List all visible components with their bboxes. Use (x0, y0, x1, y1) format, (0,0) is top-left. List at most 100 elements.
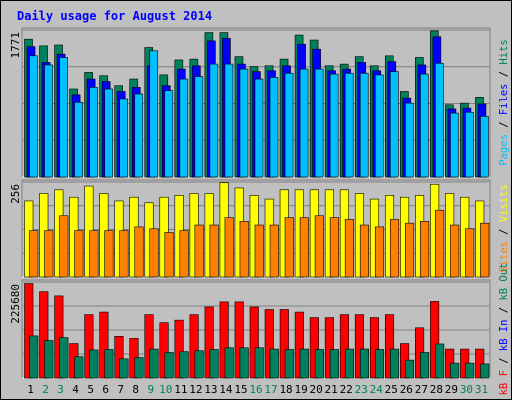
bar-kb-f-day-20 (309, 317, 319, 379)
x-tick-label: 24 (370, 383, 384, 396)
x-tick-label: 7 (117, 383, 124, 396)
bar-pages-day-6 (104, 88, 113, 178)
bar-pages-day-5 (89, 87, 98, 178)
bar-pages-day-18 (284, 72, 294, 178)
bar-sites-day-28 (435, 209, 445, 278)
bar-pages-day-2 (44, 64, 53, 178)
bar-kb-out-day-17 (269, 348, 279, 379)
bar-kb-out-day-22 (344, 348, 354, 379)
bar-kb-f-day-7 (114, 336, 124, 379)
bar-pages-day-7 (119, 98, 128, 178)
bar-kb-out-day-25 (389, 348, 400, 379)
bar-kb-out-day-9 (149, 348, 159, 379)
panel-1: 1771 Pages / Files / Hits (9, 27, 510, 178)
legend-entry: kB F (498, 370, 510, 395)
bar-sites-day-8 (134, 226, 144, 278)
x-tick-label: 18 (279, 383, 292, 396)
bar-pages-day-20 (314, 68, 324, 178)
bar-sites-day-20 (314, 215, 324, 278)
x-tick-label: 12 (189, 383, 202, 396)
bar-pages-day-8 (134, 93, 144, 178)
bar-pages-day-30 (465, 111, 474, 178)
bar-kb-out-day-5 (89, 349, 99, 379)
legend-entry: Hits (498, 39, 510, 64)
bar-kb-out-day-30 (465, 362, 475, 379)
bar-sites-day-10 (164, 232, 174, 278)
bar-kb-f-day-25 (384, 314, 395, 379)
legend-separator: / (498, 115, 510, 134)
bar-pages-day-10 (164, 90, 174, 178)
bar-kb-out-day-2 (44, 340, 54, 379)
bar-kb-f-day-24 (369, 317, 380, 379)
bar-pages-day-14 (224, 63, 234, 178)
bar-kb-f-day-18 (279, 309, 289, 379)
bar-kb-f-day-23 (354, 314, 365, 379)
bar-kb-f-day-19 (294, 311, 304, 379)
bar-kb-f-day-22 (339, 314, 349, 379)
bar-kb-out-day-16 (254, 347, 264, 379)
chart-title: Daily usage for August 2014 (17, 9, 212, 23)
y-max-label: 225680 (9, 284, 22, 324)
bar-pages-day-1 (29, 55, 38, 178)
bar-pages-day-4 (74, 101, 83, 178)
x-tick-label: 23 (355, 383, 368, 396)
bar-pages-day-15 (239, 68, 249, 178)
bar-kb-f-day-2 (39, 291, 49, 379)
x-axis-day-labels: 1 2 3 4 5 6 7 8 9 10 11 12 13 14 15 16 17 18 19 20 21 22 23 24 2… (27, 383, 488, 396)
bar-pages-day-29 (450, 112, 459, 178)
bar-pages-day-27 (420, 73, 429, 178)
legend-entry: Pages (498, 134, 510, 166)
x-tick-label: 20 (310, 383, 323, 396)
bar-kb-out-day-10 (164, 352, 174, 379)
bar-kb-f-day-17 (264, 309, 274, 379)
bar-sites-day-31 (480, 222, 490, 278)
x-tick-label: 29 (445, 383, 458, 396)
x-tick-label: 15 (234, 383, 247, 396)
bar-sites-day-15 (239, 221, 249, 278)
bar-kb-f-day-10 (159, 322, 169, 379)
bar-sites-day-7 (119, 230, 129, 278)
x-tick-label: 6 (102, 383, 109, 396)
bar-pages-day-12 (194, 76, 204, 178)
bar-kb-out-day-31 (480, 363, 490, 379)
y-max-label: 1771 (9, 32, 22, 59)
bar-pages-day-22 (344, 72, 354, 178)
bar-sites-day-25 (389, 219, 400, 278)
bar-kb-f-day-5 (84, 314, 94, 379)
legend-separator: / (498, 301, 510, 320)
bar-kb-out-day-27 (420, 352, 430, 379)
bar-kb-out-day-6 (104, 349, 114, 379)
x-tick-label: 11 (174, 383, 187, 396)
bar-kb-out-day-15 (239, 347, 249, 379)
x-tick-label: 5 (87, 383, 94, 396)
bar-sites-day-11 (179, 230, 189, 278)
bar-pages-day-25 (389, 71, 399, 178)
bar-kb-out-day-28 (435, 343, 445, 379)
bar-sites-day-23 (359, 224, 370, 278)
panel-2: 256 Sites / Visits (9, 179, 510, 278)
panel-3: 225680 kB F / kB In / kB Out (9, 263, 510, 396)
x-tick-label: 2 (42, 383, 49, 396)
bar-kb-out-day-29 (450, 362, 460, 379)
bar-sites-day-6 (104, 230, 114, 278)
x-tick-label: 26 (400, 383, 413, 396)
legend-entry: kB Out (498, 263, 510, 301)
bar-pages-day-13 (209, 63, 219, 178)
bar-kb-out-day-4 (74, 356, 84, 379)
bar-sites-day-13 (209, 224, 219, 278)
bar-kb-out-day-24 (374, 349, 385, 379)
bar-sites-day-12 (194, 224, 204, 278)
bar-kb-out-day-26 (405, 359, 415, 379)
x-tick-label: 4 (72, 383, 79, 396)
x-tick-label: 8 (132, 383, 139, 396)
bar-kb-out-day-14 (224, 347, 234, 379)
bar-sites-day-17 (269, 224, 279, 278)
bar-kb-f-day-11 (174, 319, 184, 379)
bar-pages-day-26 (405, 102, 414, 178)
x-tick-label: 14 (219, 383, 233, 396)
bar-sites-day-24 (374, 226, 385, 278)
x-tick-label: 31 (475, 383, 488, 396)
x-tick-label: 10 (159, 383, 172, 396)
